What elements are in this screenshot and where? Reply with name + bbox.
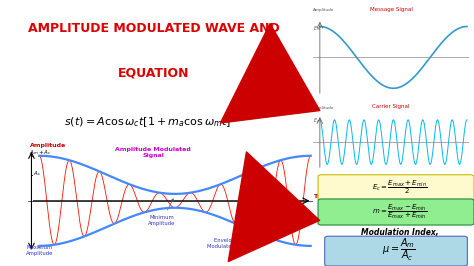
Text: Amplitude: Amplitude (30, 143, 66, 148)
FancyBboxPatch shape (318, 199, 474, 225)
Text: Amplitude: Amplitude (313, 8, 335, 12)
Text: Time: Time (313, 194, 330, 200)
Text: $E_c$: $E_c$ (313, 116, 320, 125)
Text: Message Signal: Message Signal (370, 7, 412, 12)
Text: Carrier Signal: Carrier Signal (372, 105, 410, 110)
FancyBboxPatch shape (325, 236, 467, 266)
Text: $m = \dfrac{E_{max}-E_{min}}{E_{max}+E_{min}}$: $m = \dfrac{E_{max}-E_{min}}{E_{max}+E_{… (372, 203, 427, 221)
Text: $E_c = \dfrac{E_{max}+E_{min}}{2}$: $E_c = \dfrac{E_{max}+E_{min}}{2}$ (372, 179, 427, 197)
Text: Envelope of
Modulated signal: Envelope of Modulated signal (207, 232, 252, 249)
Text: Amplitude: Amplitude (313, 106, 335, 110)
Text: Minimum
Amplitude: Minimum Amplitude (148, 199, 176, 226)
Text: $A_m + A_c$: $A_m + A_c$ (29, 148, 51, 157)
Text: Maximum
Amplitude: Maximum Amplitude (26, 245, 53, 256)
Text: $s(t) = A\cos\omega_c t\left[1 + m_a\cos\omega_m t\right]$: $s(t) = A\cos\omega_c t\left[1 + m_a\cos… (64, 115, 232, 129)
Text: $E_m$: $E_m$ (313, 24, 321, 32)
Text: $\mu = \dfrac{A_m}{A_c}$: $\mu = \dfrac{A_m}{A_c}$ (383, 237, 416, 264)
Text: AMPLITUDE MODULATED WAVE AND: AMPLITUDE MODULATED WAVE AND (28, 22, 280, 35)
Text: Amplitude Modulated
Signal: Amplitude Modulated Signal (115, 147, 191, 158)
Text: $A_c$: $A_c$ (33, 169, 41, 178)
FancyBboxPatch shape (318, 175, 474, 201)
Text: EQUATION: EQUATION (118, 66, 190, 79)
Text: Modulation Index,: Modulation Index, (361, 228, 438, 237)
